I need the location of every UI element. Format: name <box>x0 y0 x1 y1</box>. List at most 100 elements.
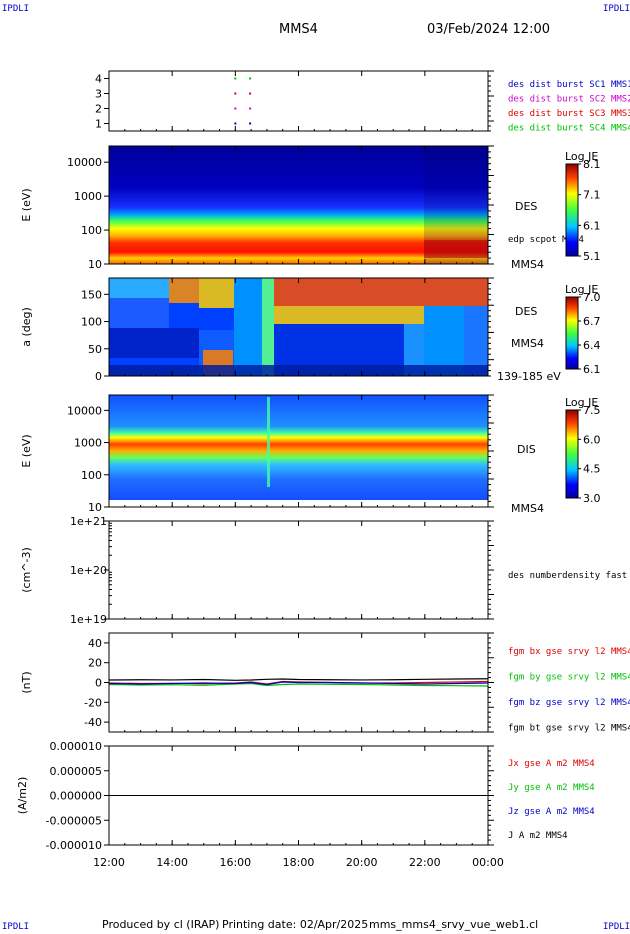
des-pitch-colorbar <box>565 296 579 370</box>
y-tick-label: 50 <box>88 343 102 356</box>
burst-legend-entry: des dist burst SC1 MMS1 <box>508 80 630 90</box>
current-legend-entry: J A m2 MMS4 <box>508 831 568 841</box>
dis-energy-sc-label: MMS4 <box>511 502 544 515</box>
x-tick-label: 14:00 <box>156 856 188 869</box>
des-pitch-block <box>404 324 424 376</box>
y-tick-label: 0 <box>95 370 102 383</box>
des-pitch-block <box>274 306 424 324</box>
x-tick-label: 12:00 <box>93 856 125 869</box>
y-tick-label: 0.000010 <box>50 740 103 753</box>
y-tick-label: 100 <box>81 316 102 329</box>
dis-energy-spike <box>267 397 270 487</box>
des-pitch-block <box>262 278 274 376</box>
fgm-legend-entry: fgm bx gse srvy l2 MMS4 <box>508 647 630 657</box>
burst-legend-entry: des dist burst SC4 MMS4 <box>508 124 630 134</box>
y-tick-label: -0.000005 <box>46 814 102 827</box>
des-pitch-block <box>464 306 488 376</box>
y-tick-label: -0.000010 <box>46 839 102 852</box>
y-axis-label: (A/m2) <box>16 777 29 815</box>
current-legend-entry: Jz gse A m2 MMS4 <box>508 807 595 817</box>
y-tick-label: 3 <box>95 88 102 101</box>
colorbar-title: Log JE <box>565 150 598 163</box>
colorbar-tick-label: 6.1 <box>583 363 601 376</box>
burst-marker <box>249 92 252 95</box>
des-energy-late-red <box>424 240 488 258</box>
des-energy-label: DES <box>515 200 537 213</box>
des-pitch-block <box>109 328 199 358</box>
x-tick-label: 16:00 <box>219 856 251 869</box>
current-legend-entry: Jx gse A m2 MMS4 <box>508 759 595 769</box>
des-pitch-block <box>169 278 199 303</box>
y-axis-label: E (eV) <box>20 188 33 221</box>
y-tick-label: 4 <box>95 73 102 86</box>
y-tick-label: -40 <box>84 716 102 729</box>
y-tick-label: 10 <box>88 501 102 514</box>
des-pitch-block <box>109 278 169 298</box>
y-tick-label: 20 <box>88 657 102 670</box>
y-tick-label: 0.000005 <box>50 765 103 778</box>
fgm-series-line <box>108 681 489 686</box>
density-legend-entry: des numberdensity fast M <box>508 571 630 581</box>
des-pitch-block <box>199 278 234 308</box>
des-pitch-block <box>109 365 488 376</box>
burst-marker <box>234 92 237 95</box>
burst-panel-frame <box>108 70 489 132</box>
fgm-legend-entry: fgm by gse srvy l2 MMS4 <box>508 673 630 683</box>
des-energy-sc-label: MMS4 <box>511 258 544 271</box>
colorbar-tick-label: 6.4 <box>583 339 601 352</box>
colorbar-tick-label: 8.1 <box>583 158 601 171</box>
colorbar-tick-label: 6.1 <box>583 219 601 232</box>
burst-marker <box>249 107 252 110</box>
dis-energy-spectrogram <box>109 395 488 507</box>
burst-marker <box>249 77 252 80</box>
y-tick-label: 10 <box>88 258 102 271</box>
burst-legend-entry: des dist burst SC3 MMS3 <box>508 109 630 119</box>
burst-marker <box>234 122 237 125</box>
x-tick-label: 18:00 <box>283 856 315 869</box>
y-tick-label: 100 <box>81 224 102 237</box>
x-tick-label: 22:00 <box>409 856 441 869</box>
y-tick-label: 0.000000 <box>50 790 103 803</box>
fgm-legend-entry: fgm bz gse srvy l2 MMS4 <box>508 698 630 708</box>
des-pitch-block <box>109 298 169 328</box>
y-axis-label: (cm^-3) <box>20 547 33 593</box>
y-tick-label: 0 <box>95 677 102 690</box>
colorbar-tick-label: 3.0 <box>583 492 601 505</box>
burst-legend-entry: des dist burst SC2 MMS2 <box>508 95 630 105</box>
des-energy-colorbar <box>565 163 579 257</box>
burst-marker <box>234 107 237 110</box>
colorbar-tick-label: 7.5 <box>583 404 601 417</box>
y-tick-label: 1e+21 <box>70 515 107 528</box>
des-pitch-sc-label: MMS4 <box>511 337 544 350</box>
density-frame <box>108 520 489 620</box>
des-pitch-block <box>274 278 488 306</box>
colorbar-tick-label: 4.5 <box>583 463 601 476</box>
y-axis-label: (nT) <box>20 671 33 693</box>
x-tick-label: 20:00 <box>346 856 378 869</box>
colorbar-tick-label: 6.0 <box>583 433 601 446</box>
des-pitch-block <box>424 306 464 376</box>
colorbar-tick-label: 7.1 <box>583 189 601 202</box>
fgm-legend-entry: fgm bt gse srvy l2 MMS4 <box>508 724 630 734</box>
burst-marker <box>249 122 252 125</box>
dis-energy-label: DIS <box>517 443 536 456</box>
current-legend-entry: Jy gse A m2 MMS4 <box>508 783 595 793</box>
des-pitch-label: DES <box>515 305 537 318</box>
colorbar-title: Log JE <box>565 283 598 296</box>
y-tick-label: 10000 <box>67 404 102 417</box>
y-tick-label: 1000 <box>74 190 102 203</box>
y-tick-label: 2 <box>95 103 102 116</box>
y-tick-label: 1 <box>95 118 102 131</box>
scpot-label: edp scpot MMS4 <box>508 235 584 245</box>
dis-energy-colorbar <box>565 409 579 499</box>
y-tick-label: 1000 <box>74 437 102 450</box>
y-tick-label: 1e+19 <box>70 613 107 626</box>
y-tick-label: 100 <box>81 469 102 482</box>
colorbar-title: Log JE <box>565 396 598 409</box>
fgm-series-line <box>108 682 489 687</box>
x-tick-label: 00:00 <box>472 856 504 869</box>
y-tick-label: 1e+20 <box>70 564 107 577</box>
colorbar-tick-label: 5.1 <box>583 250 601 263</box>
y-tick-label: -20 <box>84 696 102 709</box>
